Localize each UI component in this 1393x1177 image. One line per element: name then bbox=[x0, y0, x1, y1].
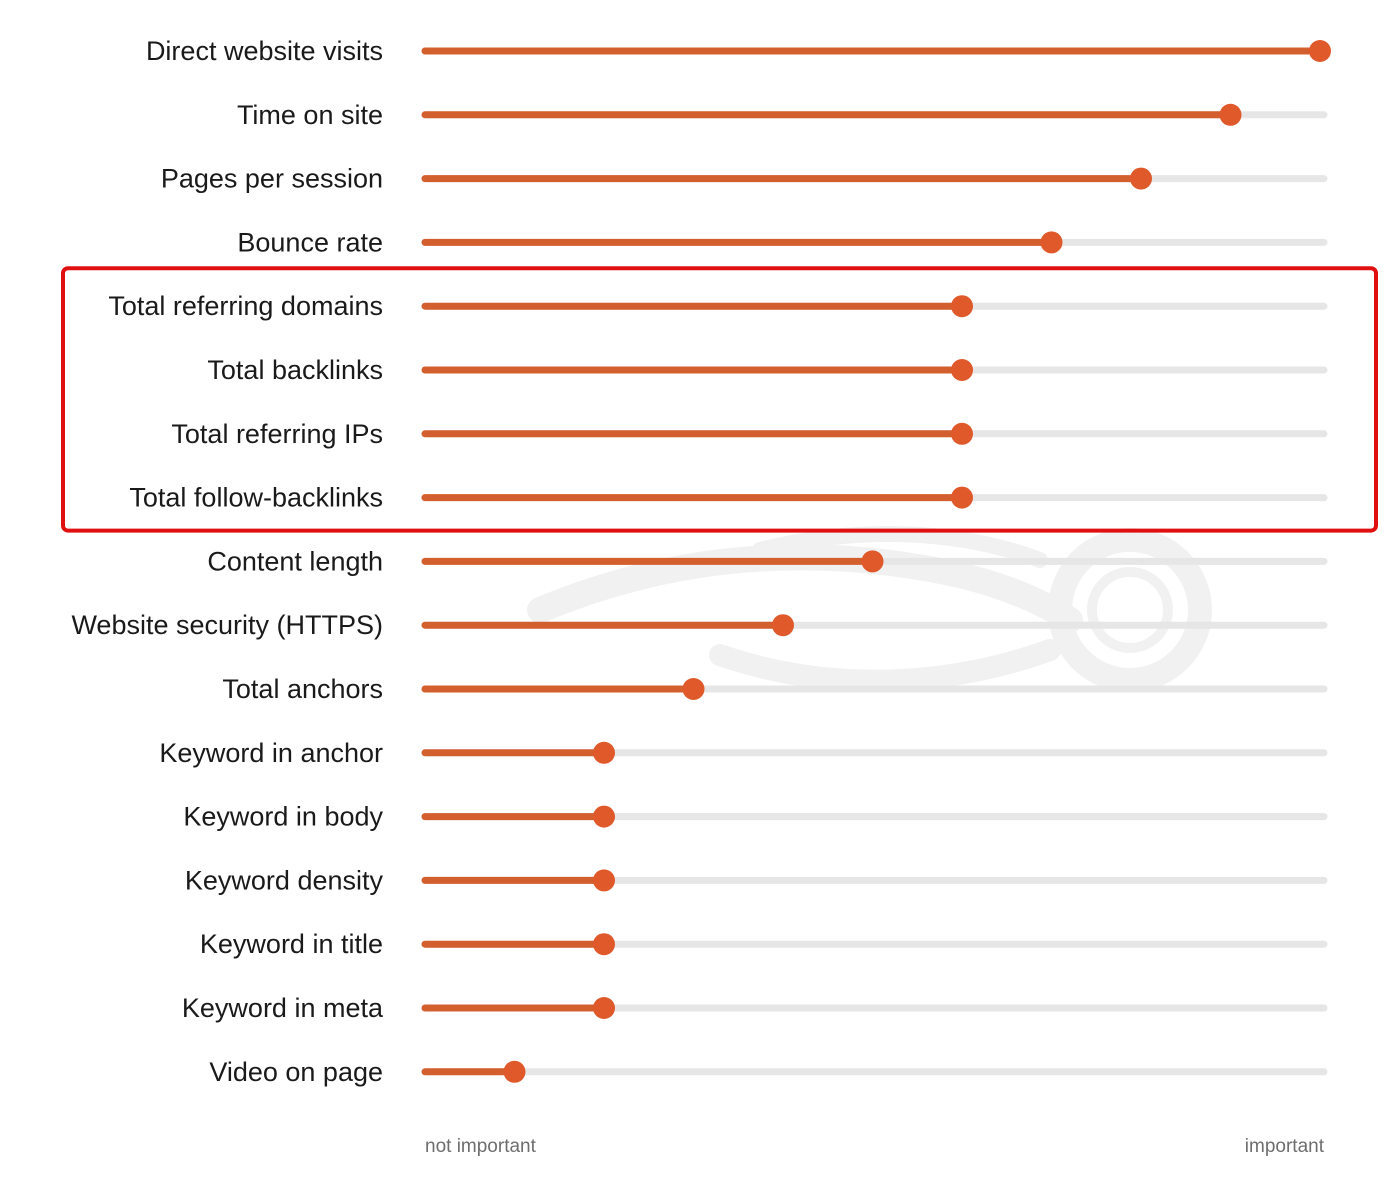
slider-row: Direct website visits bbox=[146, 36, 1331, 66]
row-label: Bounce rate bbox=[237, 227, 383, 257]
slider-row: Keyword in meta bbox=[182, 993, 1328, 1023]
row-label: Total referring IPs bbox=[171, 419, 383, 449]
slider-row: Keyword in anchor bbox=[159, 738, 1328, 768]
slider-row: Keyword in title bbox=[200, 929, 1328, 959]
row-label: Keyword in meta bbox=[182, 993, 384, 1023]
slider-row: Keyword density bbox=[185, 865, 1328, 895]
slider-row: Bounce rate bbox=[237, 227, 1328, 257]
slider-row: Content length bbox=[207, 546, 1328, 576]
slider-row: Total referring IPs bbox=[171, 419, 1328, 449]
scale-min-label: not important bbox=[425, 1136, 537, 1157]
watermark-swoosh bbox=[709, 639, 1061, 692]
slider-knob bbox=[1309, 40, 1331, 62]
row-label: Total backlinks bbox=[207, 355, 383, 385]
slider-knob bbox=[951, 359, 973, 381]
slider-knob bbox=[772, 614, 794, 637]
slider-knob bbox=[593, 869, 615, 892]
row-label: Time on site bbox=[237, 100, 383, 130]
slider-knob bbox=[951, 295, 973, 318]
watermark-swoosh bbox=[752, 526, 1048, 568]
slider-rows: Direct website visits Time on site Pages p… bbox=[71, 36, 1331, 1087]
row-label: Content length bbox=[207, 546, 383, 576]
watermark-swoosh bbox=[527, 544, 1083, 633]
slider-row: Total backlinks bbox=[207, 355, 1328, 385]
scale-max-label: important bbox=[1245, 1136, 1325, 1157]
watermark-ring-inner bbox=[1087, 567, 1173, 653]
slider-knob bbox=[951, 486, 973, 509]
row-label: Total follow-backlinks bbox=[129, 483, 383, 513]
slider-knob bbox=[593, 741, 615, 764]
slider-knob bbox=[861, 550, 884, 573]
slider-knob bbox=[951, 422, 973, 445]
row-label: Direct website visits bbox=[146, 36, 383, 66]
slider-knob bbox=[503, 1060, 526, 1083]
highlight-box bbox=[61, 266, 1378, 533]
row-label: Keyword density bbox=[185, 865, 384, 895]
slider-row: Time on site bbox=[237, 100, 1328, 130]
slider-knob bbox=[593, 805, 615, 828]
slider-row: Video on page bbox=[209, 1057, 1328, 1087]
row-label: Video on page bbox=[209, 1057, 383, 1087]
row-label: Keyword in title bbox=[200, 929, 383, 959]
row-label: Pages per session bbox=[161, 164, 383, 194]
row-label: Website security (HTTPS) bbox=[71, 610, 383, 640]
slider-knob bbox=[1130, 167, 1152, 190]
watermark-ring bbox=[1048, 528, 1212, 692]
row-label: Keyword in anchor bbox=[159, 738, 383, 768]
slider-row: Total follow-backlinks bbox=[129, 483, 1328, 513]
slider-row: Total referring domains bbox=[108, 291, 1328, 321]
slider-knob bbox=[593, 997, 615, 1019]
row-label: Total anchors bbox=[222, 674, 383, 704]
row-label: Keyword in body bbox=[183, 802, 383, 832]
slider-knob bbox=[1040, 231, 1063, 254]
slider-row: Pages per session bbox=[161, 164, 1328, 194]
slider-row: Keyword in body bbox=[183, 802, 1328, 832]
row-label: Total referring domains bbox=[108, 291, 383, 321]
slider-row: Website security (HTTPS) bbox=[71, 610, 1328, 640]
slider-row: Total anchors bbox=[222, 674, 1328, 704]
slider-knob bbox=[1219, 103, 1242, 126]
slider-knob bbox=[593, 933, 615, 956]
slider-knob bbox=[682, 678, 705, 700]
